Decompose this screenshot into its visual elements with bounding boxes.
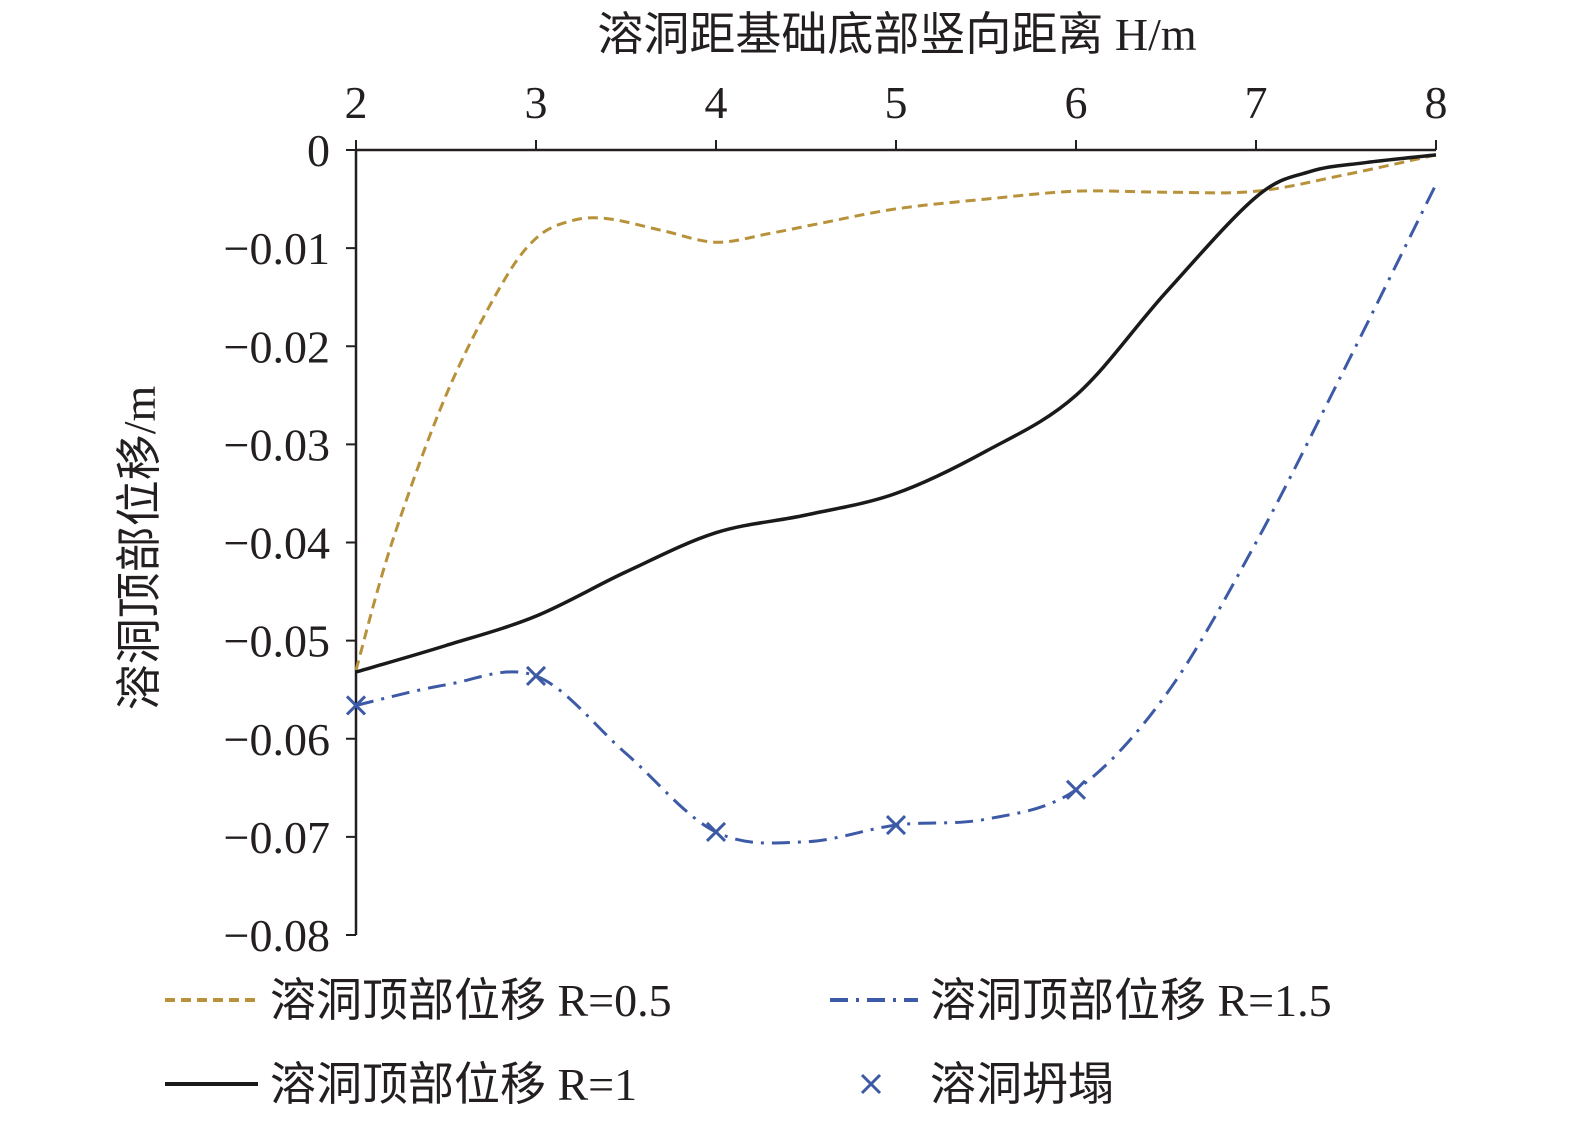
y-tick-label: −0.08 (224, 910, 330, 961)
x-tick-label: 3 (525, 77, 548, 128)
legend-item-collapse: 溶洞坍塌 (860, 1059, 1114, 1110)
collapse-marker (525, 665, 547, 687)
x-tick-label: 4 (705, 77, 728, 128)
y-tick-label: 0 (307, 125, 330, 176)
y-tick-label: −0.01 (224, 223, 330, 274)
legend: 溶洞顶部位移 R=0.5 溶洞顶部位移 R=1.5 溶洞顶部位移 R=1 溶洞坍… (165, 975, 1332, 1110)
y-tick-group: 0 −0.01 −0.02 −0.03 −0.04 −0.05 −0.06 −0.07 −0.0… (224, 125, 356, 961)
x-tick-group: 2 3 4 5 6 7 8 (345, 77, 1448, 150)
x-tick-label: 5 (885, 77, 908, 128)
series-line-r-0-5 (354, 153, 1437, 671)
y-tick-label: −0.02 (224, 321, 330, 372)
legend-item-r05: 溶洞顶部位移 R=0.5 (165, 975, 672, 1026)
legend-label-collapse: 溶洞坍塌 (930, 1059, 1114, 1110)
collapse-marker (345, 695, 367, 716)
legend-swatch-collapse (860, 1073, 882, 1095)
x-axis-title: 溶洞距基础底部竖向距离 H/m (597, 9, 1197, 60)
collapse-marker (885, 815, 907, 836)
y-tick-label: −0.04 (224, 518, 330, 569)
y-tick-label: −0.06 (224, 714, 330, 765)
series-lines (354, 153, 1438, 845)
legend-label-r1: 溶洞顶部位移 R=1 (270, 1059, 637, 1110)
legend-item-r1: 溶洞顶部位移 R=1 (165, 1059, 637, 1110)
axes (354, 148, 1436, 935)
x-tick-label: 2 (345, 77, 368, 128)
series-line-r-1-5 (355, 183, 1438, 845)
legend-label-r05: 溶洞顶部位移 R=0.5 (270, 975, 672, 1026)
x-tick-label: 6 (1065, 77, 1088, 128)
y-tick-label: −0.05 (224, 616, 330, 667)
x-tick-label: 7 (1245, 77, 1268, 128)
legend-item-r15: 溶洞顶部位移 R=1.5 (830, 975, 1332, 1026)
legend-label-r15: 溶洞顶部位移 R=1.5 (930, 975, 1332, 1026)
collapse-markers (345, 665, 1087, 843)
x-tick-label: 8 (1425, 77, 1448, 128)
collapse-marker (1065, 779, 1087, 800)
series-line-r-1 (355, 153, 1437, 674)
y-tick-label: −0.07 (224, 812, 330, 863)
y-tick-label: −0.03 (224, 419, 330, 470)
collapse-marker (705, 821, 727, 843)
y-axis-title: 溶洞顶部位移/m (114, 386, 165, 711)
